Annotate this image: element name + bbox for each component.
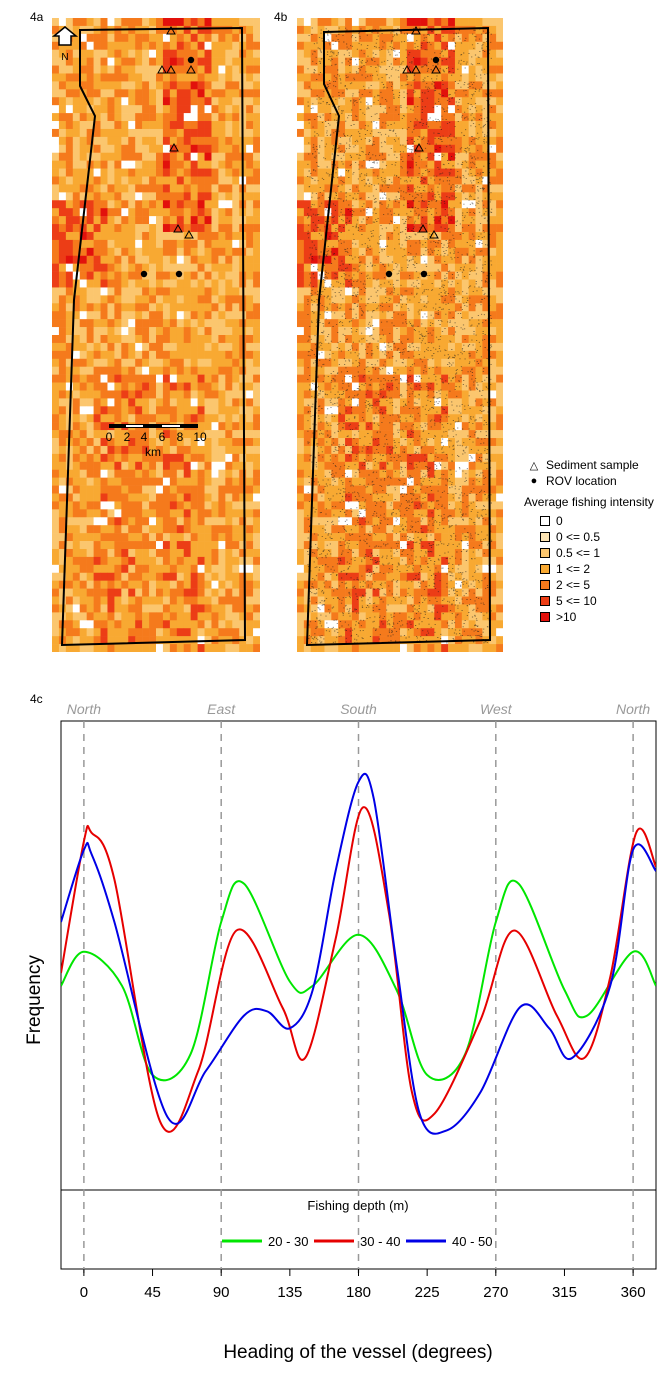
panel-label-4c: 4c	[30, 692, 43, 706]
legend-class-label: >10	[556, 610, 577, 624]
direction-label: South	[340, 701, 377, 717]
sediment-sample-marker	[186, 64, 196, 74]
legend-title: Average fishing intensity	[524, 495, 654, 509]
legend-class-item: >10	[528, 609, 670, 625]
x-tick-label: 360	[621, 1284, 646, 1301]
direction-label: North	[67, 701, 101, 717]
panel-label-4a: 4a	[30, 10, 44, 24]
sediment-sample-marker	[166, 64, 176, 74]
north-label: N	[61, 52, 68, 63]
panel-label-4b: 4b	[274, 10, 288, 24]
rov-location-marker	[420, 270, 428, 278]
dot-icon: ●	[530, 475, 538, 487]
x-tick-label: 315	[552, 1284, 577, 1301]
rov-location-marker	[432, 56, 440, 64]
scale-tick: 0	[106, 430, 113, 444]
heading-frequency-chart: North East South West North 0 45 90 135 180 225 27…	[0, 690, 670, 1374]
legend-series-label: 40 - 50	[452, 1234, 492, 1249]
x-tick-label: 90	[213, 1284, 230, 1301]
legend-swatch	[540, 612, 550, 622]
x-tick-label: 270	[483, 1284, 508, 1301]
scale-unit: km	[145, 445, 161, 459]
direction-label: West	[480, 701, 513, 717]
sediment-sample-marker	[402, 64, 412, 74]
sediment-sample-marker	[184, 229, 194, 239]
legend-class-item: 0.5 <= 1	[528, 545, 670, 561]
legend-class-item: 0	[528, 513, 670, 529]
legend-class-item: 2 <= 5	[528, 577, 670, 593]
scale-bar: 0 2 4 6 8 10 km	[106, 424, 207, 459]
y-axis-label: Frequency	[24, 955, 45, 1045]
sediment-sample-marker	[157, 64, 167, 74]
series-line-30-40	[61, 806, 656, 1133]
x-tick-label: 225	[415, 1284, 440, 1301]
legend-class-label: 1 <= 2	[556, 562, 591, 576]
legend-class-item: 1 <= 2	[528, 561, 670, 577]
legend-label: ROV location	[546, 474, 617, 488]
scale-tick: 2	[124, 430, 131, 444]
rov-location-marker	[175, 270, 183, 278]
direction-label: East	[207, 701, 236, 717]
sediment-sample-marker	[429, 229, 439, 239]
sediment-sample-marker	[411, 25, 421, 35]
legend-swatch	[540, 548, 550, 558]
legend-series-label: 20 - 30	[268, 1234, 308, 1249]
legend-class-label: 0	[556, 514, 563, 528]
legend-label: Sediment sample	[546, 458, 639, 472]
series-line-40-50	[61, 772, 656, 1135]
direction-label: North	[616, 701, 650, 717]
sediment-sample-marker	[431, 64, 441, 74]
rov-location-marker	[187, 56, 195, 64]
x-tick-label: 135	[277, 1284, 302, 1301]
legend-class-item: 0 <= 0.5	[528, 529, 670, 545]
legend-class-label: 5 <= 10	[556, 594, 597, 608]
scale-tick: 10	[193, 430, 207, 444]
map-legend: △ Sediment sample ● ROV location Average…	[524, 457, 670, 625]
legend-title: Fishing depth (m)	[307, 1198, 408, 1213]
legend-rov-location: ● ROV location	[528, 473, 670, 489]
scale-tick: 4	[141, 430, 148, 444]
sediment-sample-marker	[414, 142, 424, 152]
fishing-intensity-map-b	[297, 18, 503, 652]
x-tick-label: 180	[346, 1284, 371, 1301]
sediment-sample-marker	[173, 223, 183, 233]
survey-area-outline	[305, 26, 492, 647]
sediment-sample-marker	[418, 223, 428, 233]
sediment-sample-marker	[166, 25, 176, 35]
triangle-icon: △	[529, 459, 539, 472]
fishing-intensity-map-a: N 0 2 4 6 8 10 km	[52, 18, 260, 652]
legend-swatch	[540, 580, 550, 590]
legend-class-label: 0 <= 0.5	[556, 530, 601, 544]
x-tick-label: 45	[144, 1284, 161, 1301]
legend-swatch	[540, 564, 550, 574]
sediment-sample-marker	[169, 142, 179, 152]
series-line-20-30	[61, 879, 656, 1082]
legend-swatch	[540, 596, 550, 606]
rov-location-marker	[140, 270, 148, 278]
x-tick-label: 0	[80, 1284, 88, 1301]
scale-tick: 6	[159, 430, 166, 444]
legend-series-label: 30 - 40	[360, 1234, 400, 1249]
legend-sediment-sample: △ Sediment sample	[528, 457, 670, 473]
scale-tick: 8	[177, 430, 184, 444]
rov-location-marker	[385, 270, 393, 278]
legend-swatch	[540, 516, 550, 526]
x-axis-label: Heading of the vessel (degrees)	[223, 1342, 492, 1363]
north-arrow-icon: N	[52, 26, 79, 63]
legend-swatch	[540, 532, 550, 542]
survey-area-outline	[60, 26, 247, 647]
sediment-sample-marker	[411, 64, 421, 74]
legend-class-item: 5 <= 10	[528, 593, 670, 609]
legend-class-label: 0.5 <= 1	[556, 546, 601, 560]
legend-class-label: 2 <= 5	[556, 578, 591, 592]
